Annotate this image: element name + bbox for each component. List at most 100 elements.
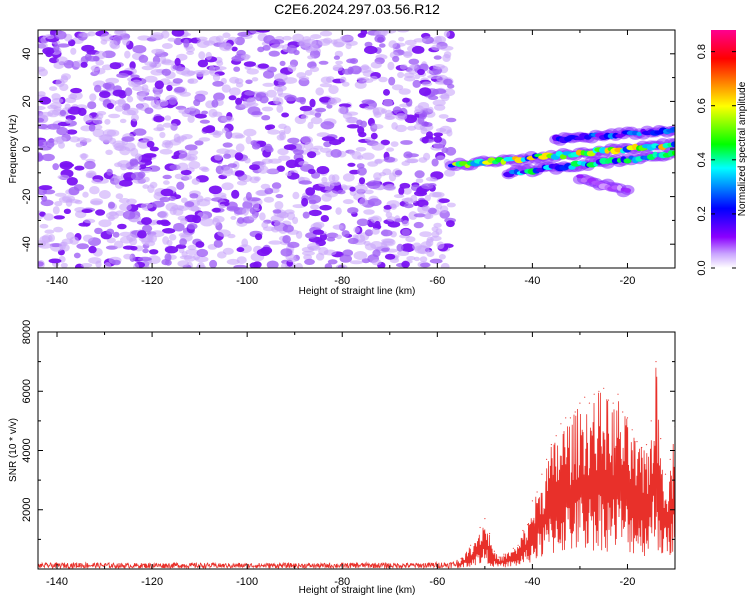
spectrogram-cell bbox=[439, 45, 454, 51]
spectrogram-cell bbox=[307, 121, 314, 129]
spectrogram-cell bbox=[92, 55, 100, 62]
x-tick-label: -140 bbox=[46, 275, 68, 287]
spectrogram-cell bbox=[205, 51, 212, 61]
spectrogram-cell bbox=[148, 255, 161, 265]
spectrogram-cell bbox=[427, 106, 434, 113]
spectrogram-cell bbox=[335, 234, 342, 240]
spectrogram-cell bbox=[358, 177, 366, 185]
spectrogram-cell bbox=[337, 189, 346, 195]
spectrogram-cell bbox=[162, 174, 172, 180]
spectrogram-cell bbox=[52, 163, 59, 171]
spectrogram-cell bbox=[436, 75, 444, 82]
spectrogram-cell bbox=[383, 156, 396, 163]
spectrogram-cell bbox=[299, 105, 313, 112]
spectrogram-cell bbox=[66, 129, 78, 135]
spectrogram-cell bbox=[433, 55, 442, 60]
spectrogram-cell bbox=[412, 79, 421, 88]
spectrogram-cell bbox=[340, 76, 347, 84]
snr-data-point bbox=[584, 396, 586, 398]
spectrogram-cell bbox=[363, 209, 375, 215]
spectrogram-cell bbox=[357, 167, 367, 176]
spectrogram-cell bbox=[166, 84, 173, 92]
spectrogram-cell bbox=[262, 45, 271, 51]
snr-data-point bbox=[503, 553, 505, 555]
spectrogram-cell bbox=[341, 230, 350, 238]
spectrogram-cell bbox=[80, 263, 93, 268]
spectrogram-cell bbox=[73, 252, 81, 259]
spectrogram-cell bbox=[38, 66, 46, 72]
spectrogram-cell bbox=[160, 188, 174, 197]
spectrogram-signal-cell bbox=[652, 151, 658, 158]
spectrogram-cell bbox=[282, 235, 291, 244]
spectrogram-cell bbox=[400, 140, 413, 145]
spectrogram-cell bbox=[236, 180, 248, 186]
spectrogram-cell bbox=[398, 36, 405, 42]
spectrogram-cell bbox=[332, 66, 343, 72]
spectrogram-cell bbox=[395, 124, 407, 133]
spectrogram-cell bbox=[308, 209, 322, 217]
spectrogram-cell bbox=[151, 200, 165, 208]
spectrogram-signal-cell bbox=[671, 150, 675, 156]
spectrogram-cell bbox=[195, 241, 205, 248]
spectrogram-cell bbox=[438, 198, 450, 203]
spectrogram-cell bbox=[222, 32, 231, 39]
spectrogram-cell bbox=[396, 30, 410, 33]
y-tick-label: -40 bbox=[21, 236, 33, 252]
spectrogram-cell bbox=[315, 107, 327, 113]
spectrogram-cell bbox=[373, 172, 382, 181]
spectrogram-cell bbox=[109, 137, 117, 145]
spectrogram-cell bbox=[99, 190, 111, 199]
spectrogram-cell bbox=[260, 183, 271, 190]
snr-data-point bbox=[626, 417, 629, 419]
spectrogram-cell bbox=[231, 46, 238, 52]
spectrogram-cell bbox=[91, 179, 102, 184]
spectrogram-cell bbox=[119, 203, 132, 212]
spectrogram-cell bbox=[38, 152, 43, 162]
spectrogram-cell bbox=[429, 258, 443, 264]
x-tick-label: -100 bbox=[236, 275, 258, 287]
spectrogram-cell bbox=[431, 44, 442, 51]
y-tick-label: 20 bbox=[21, 95, 33, 107]
spectrogram-cell bbox=[80, 153, 87, 161]
spectrogram-cell bbox=[386, 147, 395, 152]
spectrogram-cell bbox=[417, 68, 425, 76]
spectrogram-cell bbox=[45, 140, 55, 149]
spectrogram-cell bbox=[374, 158, 385, 163]
spectrogram-cell bbox=[216, 148, 230, 154]
snr-line bbox=[38, 367, 675, 569]
spectrogram-cell bbox=[123, 253, 133, 260]
spectrogram-cell bbox=[368, 216, 379, 221]
spectrogram-cell bbox=[307, 168, 316, 175]
spectrogram-cell bbox=[156, 99, 169, 107]
spectrogram-cell bbox=[402, 187, 412, 195]
spectrogram-panel: -140 -120 -100 -80 -60 -40 -20 -40 -20 0 20 40 Hei… bbox=[8, 29, 676, 297]
spectrogram-cell bbox=[320, 121, 335, 130]
spectrogram-cell bbox=[276, 104, 284, 113]
spectrogram-cell bbox=[211, 99, 219, 108]
spectrogram-cell bbox=[433, 135, 443, 143]
spectrogram-cell bbox=[98, 219, 112, 228]
spectrogram-cell bbox=[268, 240, 283, 245]
spectrogram-cell bbox=[159, 196, 171, 203]
spectrogram-cell bbox=[394, 170, 403, 176]
snr-data-point bbox=[460, 558, 462, 560]
spectrogram-cell bbox=[383, 99, 393, 107]
spectrogram-cell bbox=[396, 243, 404, 252]
spectrogram-cell bbox=[226, 258, 240, 265]
y-tick-label: 40 bbox=[21, 48, 33, 60]
spectrogram-cell bbox=[186, 51, 195, 55]
snr-data-point bbox=[593, 393, 595, 395]
spectrogram-cell bbox=[196, 36, 208, 41]
spectrogram-cell bbox=[245, 191, 252, 201]
spectrogram-cell bbox=[223, 166, 233, 175]
spectrogram-cell bbox=[304, 69, 313, 76]
spectrogram-cell bbox=[171, 30, 185, 37]
spectrogram-cell bbox=[120, 236, 133, 244]
spectrogram-cell bbox=[414, 170, 425, 179]
spectrogram-cell bbox=[201, 110, 209, 115]
spectrogram-cell bbox=[169, 234, 177, 241]
spectrogram-cell bbox=[168, 97, 177, 106]
spectrogram-cell bbox=[180, 217, 188, 225]
spectrogram-cell bbox=[38, 42, 48, 49]
spectrogram-cell bbox=[138, 54, 149, 63]
